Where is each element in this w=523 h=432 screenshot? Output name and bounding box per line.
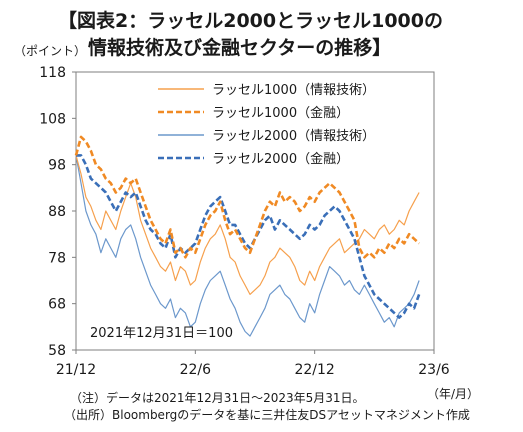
y-axis-unit-label: （ポイント） [14, 44, 87, 58]
y-tick-label: 68 [48, 297, 66, 313]
base-date-annotation: 2021年12月31日＝100 [90, 326, 233, 341]
y-tick-label: 118 [39, 65, 66, 81]
y-tick-label: 88 [48, 204, 66, 220]
legend-label-2: ラッセル1000（金融） [212, 105, 349, 121]
x-axis-unit-label: （年/月） [427, 387, 480, 401]
chart-title-line1: 【図表2：ラッセル2000とラッセル1000の [58, 10, 443, 32]
x-tick-label: 22/6 [180, 362, 212, 378]
series-line-1 [75, 155, 420, 295]
legend-label-3: ラッセル2000（情報技術） [212, 129, 375, 144]
note-source: （出所）Bloombergのデータを基に三井住友DSアセットマネジメント作成 [64, 408, 470, 422]
y-tick-label: 58 [48, 343, 66, 359]
y-tick-label: 98 [48, 158, 66, 174]
x-tick-label: 23/6 [418, 362, 450, 378]
x-tick-label: 21/12 [56, 362, 96, 378]
series-line-4 [76, 154, 421, 319]
note-data-period: （注）データは2021年12月31日～2023年5月31日。 [70, 391, 365, 405]
chart-title-line2: 情報技術及び金融セクターの推移】 [88, 37, 392, 59]
series-line-3 [75, 155, 420, 337]
y-tick-label: 78 [48, 250, 66, 266]
legend-label-4: ラッセル2000（金融） [212, 151, 349, 167]
series-line-2 [74, 135, 420, 259]
y-tick-label: 108 [39, 111, 66, 127]
x-tick-label: 22/12 [294, 362, 334, 378]
legend-label-1: ラッセル1000（情報技術） [212, 83, 375, 98]
